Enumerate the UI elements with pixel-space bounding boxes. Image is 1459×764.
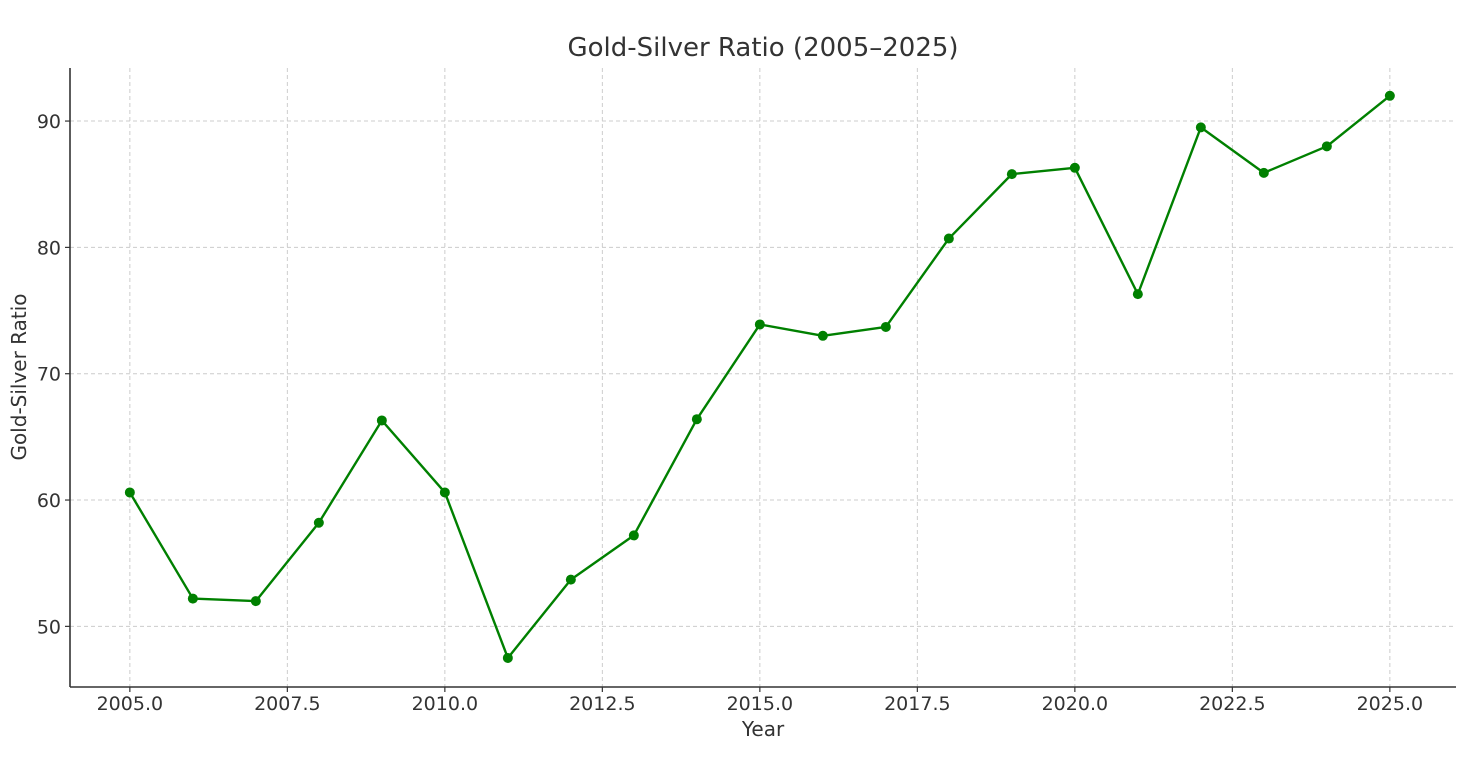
y-axis-label: Gold-Silver Ratio — [7, 293, 31, 460]
data-point — [817, 330, 828, 341]
data-point — [880, 321, 891, 332]
data-point — [943, 233, 954, 244]
data-point — [1195, 122, 1206, 133]
x-tick-label: 2010.0 — [412, 693, 478, 715]
y-tick-label: 90 — [37, 111, 61, 133]
data-point — [502, 652, 513, 663]
y-tick-label: 60 — [37, 490, 61, 512]
axes-spines — [69, 68, 1456, 688]
data-point — [376, 415, 387, 426]
axis-ticks: 2005.0 2007.5 2010.0 2012.5 2015.0 2017.5 2020… — [37, 111, 1423, 715]
data-series — [124, 90, 1395, 663]
x-axis-label: Year — [741, 717, 785, 741]
data-point — [565, 574, 576, 585]
data-point — [187, 593, 198, 604]
data-point — [313, 517, 324, 528]
data-point — [754, 319, 765, 330]
data-point — [1069, 162, 1080, 173]
chart-title: Gold-Silver Ratio (2005–2025) — [567, 33, 958, 63]
x-tick-label: 2005.0 — [97, 693, 163, 715]
data-point — [124, 487, 135, 498]
data-point — [628, 530, 639, 541]
data-point — [250, 596, 261, 607]
data-point — [1384, 90, 1395, 101]
data-point — [1321, 141, 1332, 152]
x-tick-label: 2007.5 — [254, 693, 320, 715]
data-point — [1258, 167, 1269, 178]
x-tick-label: 2012.5 — [569, 693, 635, 715]
x-tick-label: 2025.0 — [1357, 693, 1423, 715]
grid-lines — [70, 68, 1456, 687]
data-point — [439, 487, 450, 498]
y-tick-label: 70 — [37, 364, 61, 386]
data-point — [1006, 169, 1017, 180]
x-tick-label: 2017.5 — [884, 693, 950, 715]
y-tick-label: 80 — [37, 237, 61, 259]
x-tick-label: 2022.5 — [1199, 693, 1265, 715]
x-tick-label: 2020.0 — [1042, 693, 1108, 715]
x-tick-label: 2015.0 — [727, 693, 793, 715]
data-point — [691, 414, 702, 425]
y-tick-label: 50 — [37, 616, 61, 638]
data-point — [1132, 289, 1143, 300]
